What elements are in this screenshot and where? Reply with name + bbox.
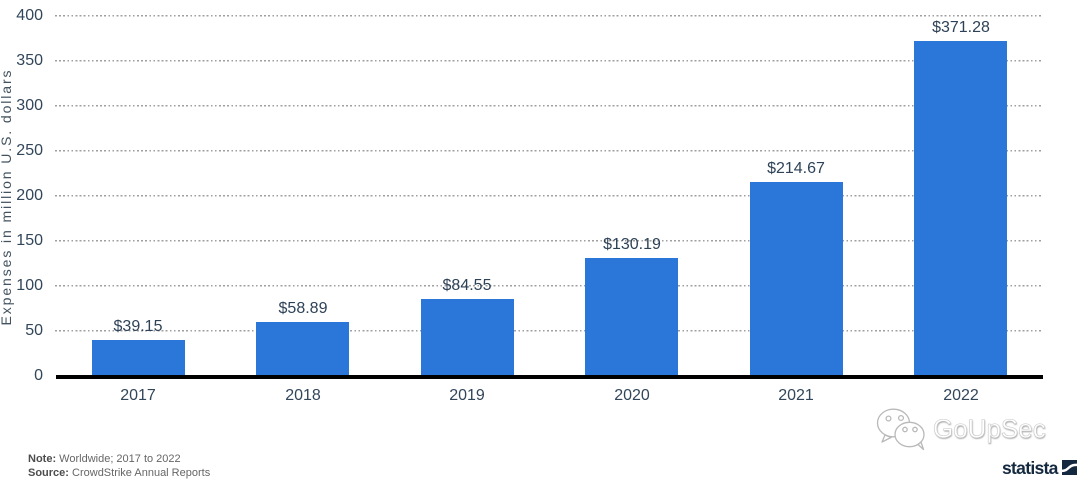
svg-text:GoUpSec: GoUpSec bbox=[933, 413, 1046, 443]
svg-text:GoUpSec: GoUpSec bbox=[934, 415, 1047, 445]
